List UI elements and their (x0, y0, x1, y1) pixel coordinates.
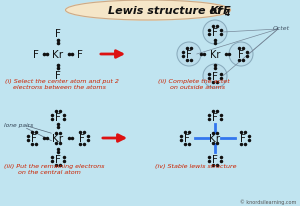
Ellipse shape (65, 1, 230, 21)
Text: Kr: Kr (210, 50, 220, 60)
Text: F: F (240, 133, 246, 143)
Text: © knordsilearning.com: © knordsilearning.com (240, 198, 296, 204)
Text: F: F (55, 112, 61, 122)
Text: F: F (55, 29, 61, 39)
Text: lone pairs: lone pairs (4, 123, 33, 128)
Text: F: F (212, 28, 218, 38)
Text: Kr: Kr (52, 133, 64, 143)
Text: F: F (238, 50, 244, 60)
Text: F: F (55, 71, 61, 81)
Text: F: F (186, 50, 192, 60)
Text: 4: 4 (224, 9, 229, 18)
Text: F: F (212, 154, 218, 164)
Text: Octet: Octet (272, 26, 290, 31)
Text: F: F (79, 133, 85, 143)
Text: F: F (212, 72, 218, 82)
Text: Kr: Kr (209, 133, 220, 143)
Circle shape (203, 21, 227, 45)
Circle shape (229, 43, 253, 67)
Text: F: F (31, 133, 37, 143)
Circle shape (177, 43, 201, 67)
Text: Lewis structure of: Lewis structure of (108, 6, 226, 16)
Text: (iii) Put the remaining electrons
       on the central atom: (iii) Put the remaining electrons on the… (4, 163, 104, 174)
Text: F: F (212, 112, 218, 122)
Text: F: F (33, 50, 39, 60)
Text: (i) Select the center atom and put 2
    electrons between the atoms: (i) Select the center atom and put 2 ele… (5, 79, 119, 89)
Text: (ii) Complete the actet
      on outside atoms: (ii) Complete the actet on outside atoms (158, 79, 230, 89)
Text: Kr: Kr (52, 50, 64, 60)
Circle shape (203, 65, 227, 89)
Text: F: F (184, 133, 190, 143)
Text: F: F (77, 50, 83, 60)
Text: (iv) Stable lewis structure: (iv) Stable lewis structure (155, 163, 236, 168)
Text: KrF: KrF (210, 6, 232, 16)
Text: F: F (55, 154, 61, 164)
